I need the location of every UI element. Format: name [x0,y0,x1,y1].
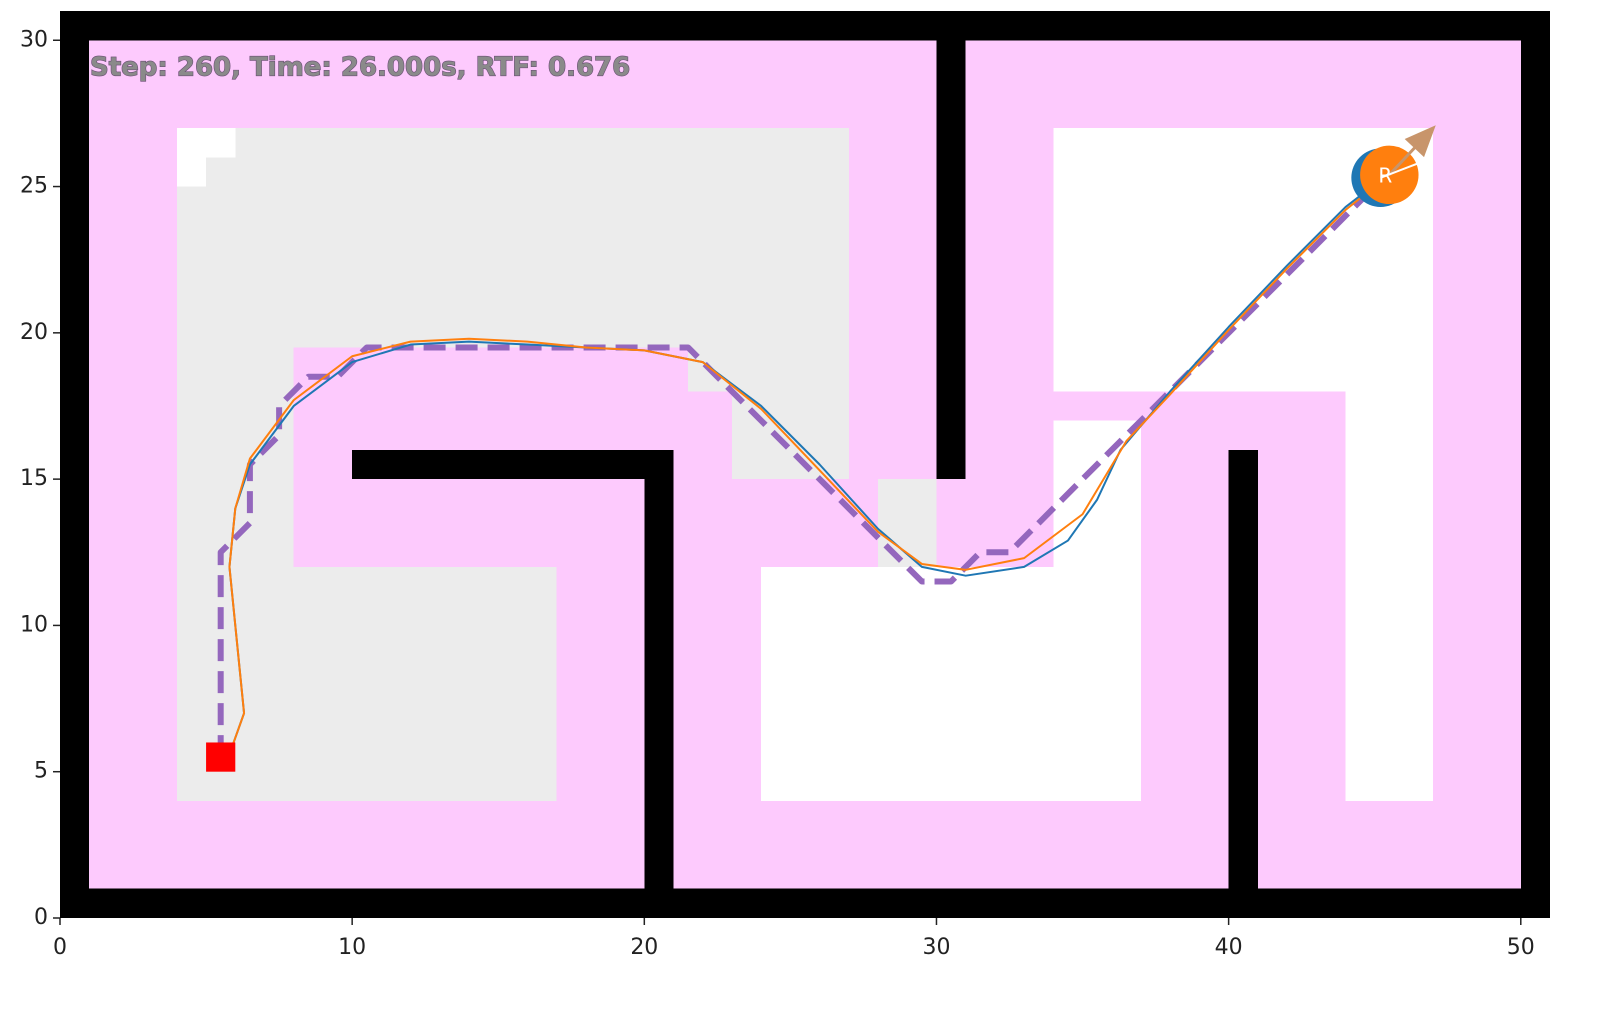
wall [936,40,966,480]
goal-marker [206,742,236,772]
wall [60,888,1550,918]
wall [1228,449,1258,889]
explored-cell [176,128,849,348]
heading-arrow [1388,125,1436,176]
x-tick-label: 40 [1215,935,1243,960]
free-cell [176,157,207,187]
status-annotation: Step: 260, Time: 26.000s, RTF: 0.676 [90,53,630,83]
wall [60,11,90,918]
free-cell [176,128,236,158]
y-tick-label: 25 [20,174,48,199]
y-tick-label: 15 [20,466,48,491]
wall [1520,11,1550,918]
x-tick-label: 20 [630,935,658,960]
y-tick-label: 0 [34,905,48,930]
y-tick-label: 10 [20,612,48,637]
x-tick-label: 0 [53,935,67,960]
wall [644,449,674,889]
y-tick-label: 20 [20,320,48,345]
explored-cell [731,347,849,480]
heading-line [1380,162,1419,179]
planned-path [217,169,1392,758]
wall [60,11,1550,41]
explored-cell [293,566,557,801]
x-tick-label: 10 [338,935,366,960]
trajectory [228,174,1390,755]
plot-area: 0 10 20 30 40 50 0 5 10 15 20 25 30 R [20,11,1550,960]
y-tick-label: 5 [34,759,48,784]
free-cell [1345,391,1434,801]
x-tick-label: 30 [922,935,950,960]
x-tick-label: 50 [1507,935,1535,960]
free-cell [761,566,1141,801]
robot-label: R [1378,163,1392,187]
wall [352,449,674,480]
y-tick-label: 30 [20,27,48,52]
